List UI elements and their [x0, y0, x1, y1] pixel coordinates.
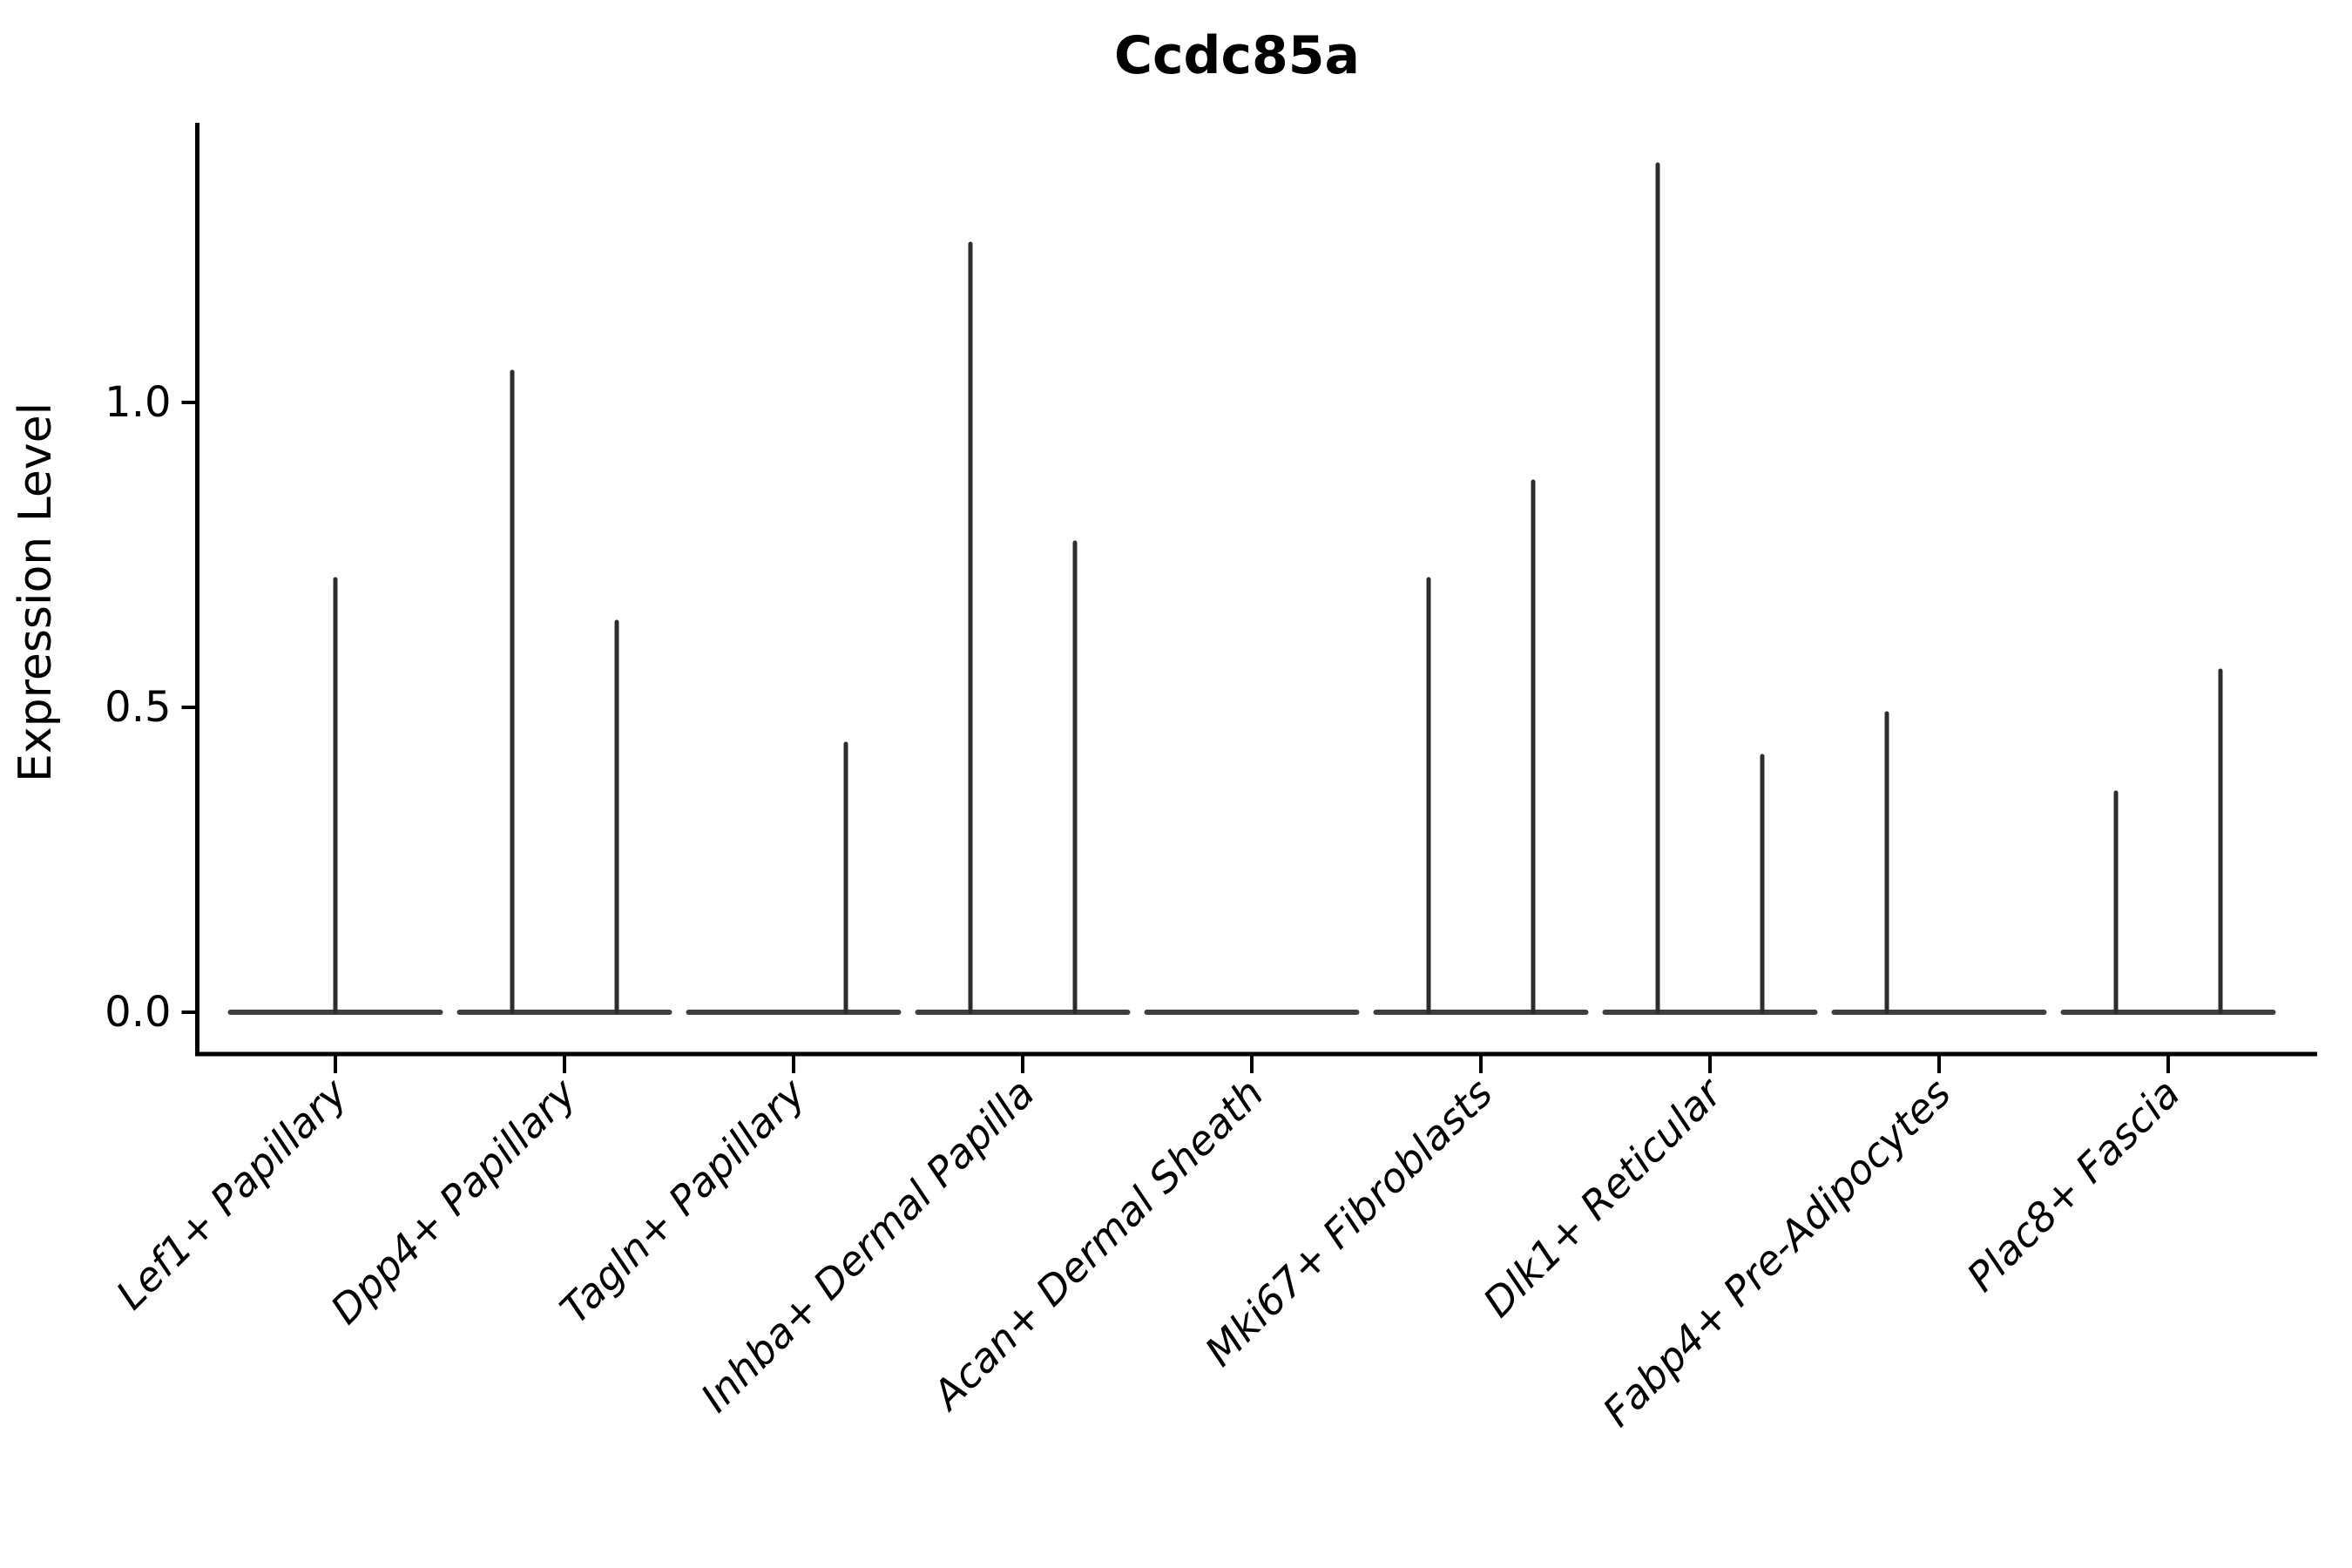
x-tick-label: Tagln+ Papillary [551, 1069, 814, 1333]
y-tick-label: 1.0 [105, 378, 171, 427]
y-axis-label: Expression Level [10, 402, 62, 782]
x-tick-label: Lef1+ Papillary [107, 1069, 356, 1318]
x-tick-label: Dlk1+ Reticular [1474, 1067, 1733, 1326]
y-tick-label: 0.5 [105, 683, 171, 732]
axes-layer [181, 123, 2317, 1073]
chart-title: Ccdc85a [1114, 25, 1360, 86]
x-tick-label: Dpp4+ Papillary [321, 1069, 585, 1333]
violins-layer [227, 162, 2276, 1015]
x-tick-label: Plac8+ Fascia [1957, 1070, 2188, 1301]
y-tick-label: 0.0 [105, 988, 171, 1037]
